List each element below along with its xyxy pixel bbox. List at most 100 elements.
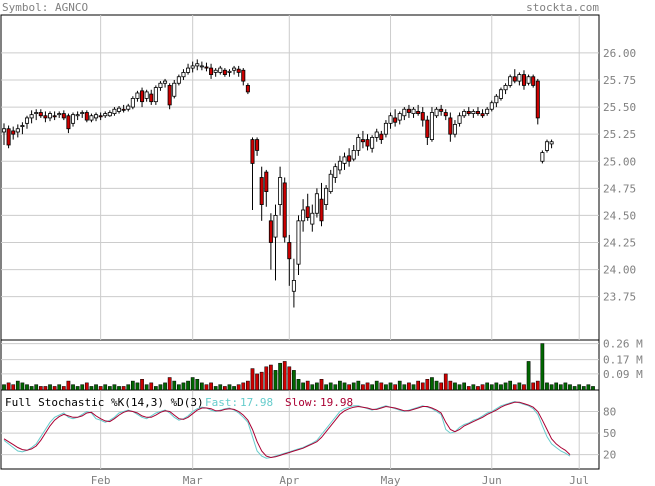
slow-stochastic-line [3, 401, 571, 459]
volume-bar [554, 382, 559, 391]
candle-body [416, 111, 421, 114]
volume-bar [176, 384, 181, 391]
volume-bar [172, 380, 177, 391]
volume-bar [347, 384, 351, 391]
volume-bar [278, 362, 282, 391]
candle-body [195, 63, 200, 67]
candle-body [24, 117, 30, 124]
candle-body [485, 108, 490, 114]
volume-bar [200, 382, 204, 391]
candle-body [236, 68, 241, 73]
candle-body [498, 89, 503, 99]
candle-body [535, 80, 540, 119]
candle-body [480, 113, 485, 117]
volume-bar [218, 384, 223, 391]
candle-body [66, 115, 71, 130]
volume-bar [190, 377, 195, 391]
candle-body [29, 114, 34, 119]
volume-bar [586, 384, 591, 391]
candle-body [531, 76, 536, 86]
candle-body [107, 112, 112, 117]
candle-body [310, 212, 315, 225]
candle-body [291, 280, 296, 292]
volume-bar [581, 386, 586, 391]
volume-bar [448, 380, 453, 391]
volume-bar [384, 384, 388, 391]
candle-body [245, 85, 250, 93]
candle-body [48, 113, 53, 119]
volume-bar [430, 377, 434, 391]
volume-bar [158, 384, 163, 391]
candle-body [296, 220, 301, 265]
stochastic-tick-label: 80 [603, 406, 616, 419]
candle-body [268, 220, 273, 243]
candle-body [452, 124, 457, 135]
volume-panel [2, 343, 595, 391]
volume-bar [167, 377, 172, 391]
candle-body [347, 155, 352, 162]
candle-body [52, 115, 57, 118]
candle-body [314, 193, 319, 214]
price-tick-label: 23.75 [603, 291, 636, 304]
volume-bar [535, 380, 540, 391]
volume-bar [204, 384, 209, 391]
candle-body [117, 107, 122, 112]
volume-bar [61, 386, 66, 391]
candle-body [370, 137, 375, 149]
volume-bar [57, 384, 62, 391]
candle-body [43, 115, 48, 119]
month-label: May [381, 474, 401, 486]
candle-body [489, 102, 494, 110]
candle-body [255, 139, 260, 151]
volume-bar [15, 380, 20, 391]
candle-body [181, 72, 186, 78]
candle-body [250, 139, 255, 164]
volume-bar [34, 384, 39, 391]
candle-body [388, 115, 393, 124]
volume-bar [103, 384, 108, 391]
candle-body [15, 128, 20, 133]
candle-body [75, 114, 80, 117]
candle-body [544, 141, 549, 151]
candle-body [172, 82, 177, 97]
candle-body [462, 111, 467, 117]
candle-body [337, 160, 342, 171]
volume-bar [342, 382, 347, 391]
candle-body [540, 152, 545, 162]
volume-bar [89, 386, 94, 391]
volume-bar [485, 382, 490, 391]
volume-bar [80, 384, 85, 391]
candle-body [6, 128, 11, 146]
candle-body [457, 115, 462, 124]
volume-bar [457, 384, 462, 391]
volume-bar [411, 384, 416, 391]
volume-bar [462, 382, 467, 391]
candle-body [218, 67, 223, 73]
price-panel [1, 59, 554, 308]
candle-body [38, 112, 43, 117]
volume-bar [186, 380, 190, 391]
volume-bar [75, 386, 80, 391]
volume-bar [374, 380, 379, 391]
volume-bar [471, 384, 476, 391]
site-label[interactable]: stockta.com [526, 1, 599, 14]
volume-bar [568, 384, 572, 391]
volume-bar [38, 386, 43, 391]
fast-stochastic-line [3, 400, 571, 459]
volume-bar [310, 384, 315, 391]
month-label: Mar [183, 474, 203, 486]
candle-body [80, 112, 85, 114]
volume-bar [232, 386, 236, 391]
price-tick-label: 24.25 [603, 237, 636, 250]
volume-bar [379, 382, 384, 391]
candle-body [333, 166, 338, 178]
volume-bar [195, 379, 200, 391]
volume-bar [287, 366, 292, 391]
volume-tick-label: 0.26 M [603, 338, 643, 351]
candle-body [103, 113, 108, 117]
candle-body [199, 65, 204, 68]
candle-body [475, 111, 480, 114]
volume-bar [393, 384, 397, 391]
candle-body [273, 215, 278, 238]
